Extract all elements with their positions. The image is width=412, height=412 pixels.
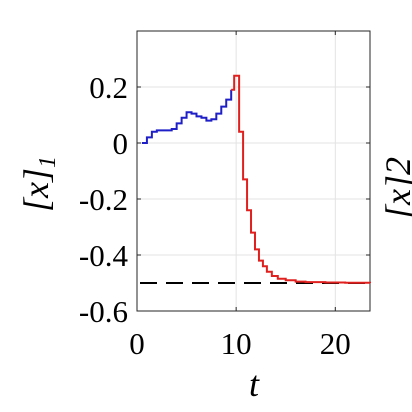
y-tick-labels: 0.2 0 -0.2 -0.4 -0.6 [79,70,129,329]
axes [136,30,371,312]
y-axis-label: [x]1 [16,156,61,212]
y-axis-label-main: [x] [16,168,56,212]
grid-lines [137,31,370,311]
series-line-2 [231,74,371,284]
x-tick-label: 20 [320,326,351,361]
x-tick-label: 0 [129,326,145,361]
x-tick-label: 10 [221,326,252,361]
svg-text:[x]2: [x]2 [378,157,412,219]
y-tick-label: 0 [113,126,129,161]
x-tick-labels: 0 10 20 [129,326,351,361]
series-line-1 [141,89,233,144]
y-tick-label: 0.2 [89,70,128,105]
y-tick-label: -0.6 [79,294,128,329]
series-group [141,74,371,284]
x-axis-label: t [249,364,260,404]
y-axis-label-sub: 1 [35,156,61,168]
plot-frame [136,30,371,312]
svg-text:[x]1: [x]1 [16,156,61,212]
y-tick-label: -0.4 [79,238,129,273]
y-tick-label: -0.2 [79,182,128,217]
cut-off-neighbor-label: [x]2 [378,157,412,219]
